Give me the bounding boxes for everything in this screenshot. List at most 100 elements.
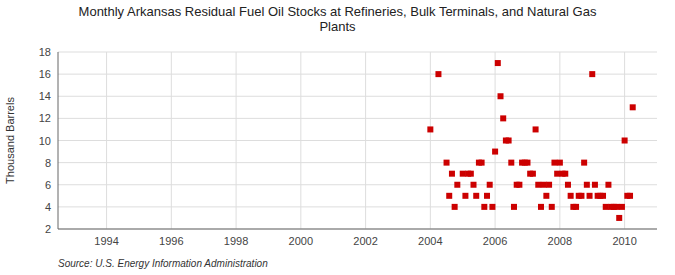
point — [554, 171, 560, 177]
point — [460, 171, 466, 177]
x-grid-line — [300, 52, 301, 229]
y-grid-line — [58, 118, 657, 119]
y-tick-label: 14 — [39, 90, 51, 102]
point — [508, 160, 514, 166]
x-tick-label: 2008 — [548, 235, 572, 247]
x-tick-label: 2002 — [353, 235, 377, 247]
y-grid-line — [58, 206, 657, 207]
x-grid-line — [495, 52, 496, 229]
point — [500, 115, 506, 121]
x-tick-label: 2000 — [289, 235, 313, 247]
point — [630, 104, 636, 110]
y-grid-line — [58, 74, 657, 75]
x-tick-label: 1996 — [159, 235, 183, 247]
point — [492, 149, 498, 155]
y-axis-line — [58, 52, 59, 229]
point — [549, 204, 555, 210]
point — [484, 193, 490, 199]
point — [468, 171, 474, 177]
point — [546, 182, 552, 188]
point — [449, 171, 455, 177]
x-tick-label: 1994 — [94, 235, 118, 247]
y-tick-label: 6 — [45, 179, 51, 191]
point — [489, 204, 495, 210]
point — [530, 171, 536, 177]
point — [543, 193, 549, 199]
point — [495, 60, 501, 66]
point — [565, 182, 571, 188]
point — [603, 204, 609, 210]
points — [427, 60, 635, 221]
point — [481, 204, 487, 210]
point — [444, 160, 450, 166]
y-tick-label: 12 — [39, 112, 51, 124]
x-grid-line — [236, 52, 237, 229]
chart: Monthly Arkansas Residual Fuel Oil Stock… — [0, 0, 675, 275]
point — [568, 193, 574, 199]
y-tick-label: 8 — [45, 157, 51, 169]
point — [562, 171, 568, 177]
point — [619, 204, 625, 210]
y-tick-label: 4 — [45, 201, 51, 213]
x-tick-label: 2004 — [418, 235, 442, 247]
point — [538, 204, 544, 210]
x-tick-label: 1998 — [224, 235, 248, 247]
grid — [58, 52, 657, 229]
point — [487, 182, 493, 188]
point — [581, 160, 587, 166]
point — [573, 204, 579, 210]
point — [622, 138, 628, 144]
x-tick-label: 2006 — [483, 235, 507, 247]
y-tick-label: 10 — [39, 135, 51, 147]
point — [454, 182, 460, 188]
title-line: Monthly Arkansas Residual Fuel Oil Stock… — [79, 4, 597, 19]
point — [592, 182, 598, 188]
x-grid-line — [430, 52, 431, 229]
y-grid-line — [58, 229, 657, 230]
point — [427, 126, 433, 132]
y-tick-label: 2 — [45, 223, 51, 235]
y-grid-line — [58, 162, 657, 163]
point — [435, 71, 441, 77]
point — [473, 193, 479, 199]
source: Source: U.S. Energy Information Administ… — [58, 258, 268, 269]
y-tick-label: 16 — [39, 68, 51, 80]
point — [551, 160, 557, 166]
point — [452, 204, 458, 210]
y-grid-line — [58, 96, 657, 97]
point — [557, 160, 563, 166]
point — [462, 193, 468, 199]
point — [498, 93, 504, 99]
x-grid-line — [365, 52, 366, 229]
point — [627, 193, 633, 199]
x-tick-label: 2010 — [612, 235, 636, 247]
point — [541, 182, 547, 188]
point — [584, 182, 590, 188]
x-grid-line — [559, 52, 560, 229]
point — [616, 215, 622, 221]
point — [605, 182, 611, 188]
y-grid-line — [58, 140, 657, 141]
title: Monthly Arkansas Residual Fuel Oil Stock… — [79, 4, 597, 34]
y-tick-label: 18 — [39, 46, 51, 58]
point — [446, 193, 452, 199]
title-line: Plants — [319, 19, 356, 34]
point — [533, 126, 539, 132]
point — [587, 193, 593, 199]
point — [511, 204, 517, 210]
point — [471, 182, 477, 188]
x-grid-line — [171, 52, 172, 229]
x-grid-line — [106, 52, 107, 229]
point — [479, 160, 485, 166]
point — [589, 71, 595, 77]
x-axis-line — [58, 229, 657, 230]
point — [614, 204, 620, 210]
point — [506, 138, 512, 144]
y-grid-line — [58, 52, 657, 53]
point — [578, 193, 584, 199]
point — [535, 182, 541, 188]
point — [516, 182, 522, 188]
y-axis-label: Thousand Barrels — [4, 97, 16, 184]
point — [600, 193, 606, 199]
point — [524, 160, 530, 166]
